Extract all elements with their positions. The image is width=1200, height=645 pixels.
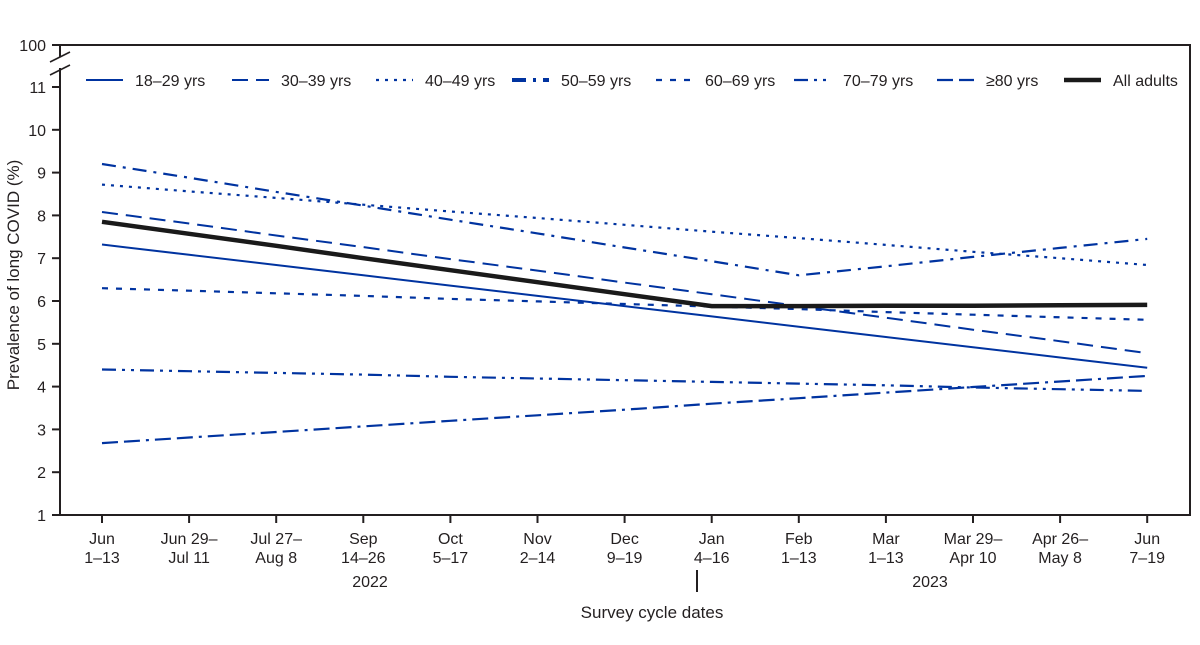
x-tick-label: Sep 14–26 xyxy=(341,531,386,567)
x-tick-label: Apr 26– May 8 xyxy=(1032,531,1088,567)
axis-break-mark xyxy=(49,64,71,76)
y-tick-label: 8 xyxy=(37,208,46,225)
x-tick-label: Nov 2–14 xyxy=(520,531,556,567)
legend-label: All adults xyxy=(1113,73,1178,90)
legend-label: 30–39 yrs xyxy=(281,73,351,90)
x-tick-label: Jun 1–13 xyxy=(84,531,120,567)
series-line-60-69-yrs xyxy=(101,287,1148,321)
x-tick-label: Mar 29– Apr 10 xyxy=(944,531,1003,567)
legend-label: 70–79 yrs xyxy=(843,73,913,90)
x-axis-label: Survey cycle dates xyxy=(581,603,724,622)
x-tick-label: Oct 5–17 xyxy=(433,531,469,567)
x-tick-label: Jul 27– Aug 8 xyxy=(250,531,302,567)
y-tick-label: 4 xyxy=(37,380,46,397)
y-tick-label: 3 xyxy=(37,422,46,439)
y-tick-label: 100 xyxy=(19,38,46,55)
y-tick-label: 7 xyxy=(37,251,46,268)
series-line-all-adults xyxy=(101,219,1148,309)
x-tick-label: Mar 1–13 xyxy=(868,531,904,567)
y-tick-label: 5 xyxy=(37,337,46,354)
y-axis-label: Prevalence of long COVID (%) xyxy=(4,160,23,391)
x-tick-label: Dec 9–19 xyxy=(607,531,643,567)
y-tick-label: 2 xyxy=(37,465,46,482)
x-tick-label: Jun 7–19 xyxy=(1129,531,1165,567)
series-line-30-39-yrs xyxy=(101,211,1148,355)
y-tick-label: 11 xyxy=(29,80,46,97)
legend-label: 18–29 yrs xyxy=(135,73,205,90)
year-label: 2022 xyxy=(352,574,388,591)
y-tick-label: 9 xyxy=(37,166,46,183)
series-lines xyxy=(101,162,1148,445)
axis-break-mark xyxy=(49,51,71,63)
y-tick-label: 1 xyxy=(37,508,46,525)
series-line-50-59-yrs xyxy=(101,162,1148,277)
legend-label: 60–69 yrs xyxy=(705,73,775,90)
legend-label: 50–59 yrs xyxy=(561,73,631,90)
y-tick-label: 10 xyxy=(28,123,46,140)
x-tick-label: Jun 29– Jul 11 xyxy=(161,531,218,567)
legend-label: 40–49 yrs xyxy=(425,73,495,90)
series-line-18-29-yrs xyxy=(101,243,1148,369)
series-line--80-yrs xyxy=(101,374,1148,445)
axes: 1 2 3 4 5 6 7 8 9 10 11 100 Jun 1–13 Jun 29– Jul 11 Jul … xyxy=(19,38,1191,592)
legend: 18–29 yrs 30–39 yrs 40–49 yrs 50–59 yrs 60–6… xyxy=(86,73,1178,90)
series-line-40-49-yrs xyxy=(101,183,1148,267)
series-line-70-79-yrs xyxy=(101,368,1148,392)
year-label: 2023 xyxy=(912,574,948,591)
x-tick-label: Jan 4–16 xyxy=(694,531,730,567)
plot-frame xyxy=(52,44,1191,516)
y-tick-label: 6 xyxy=(37,294,46,311)
legend-label: ≥80 yrs xyxy=(986,73,1038,90)
x-tick-label: Feb 1–13 xyxy=(781,531,817,567)
